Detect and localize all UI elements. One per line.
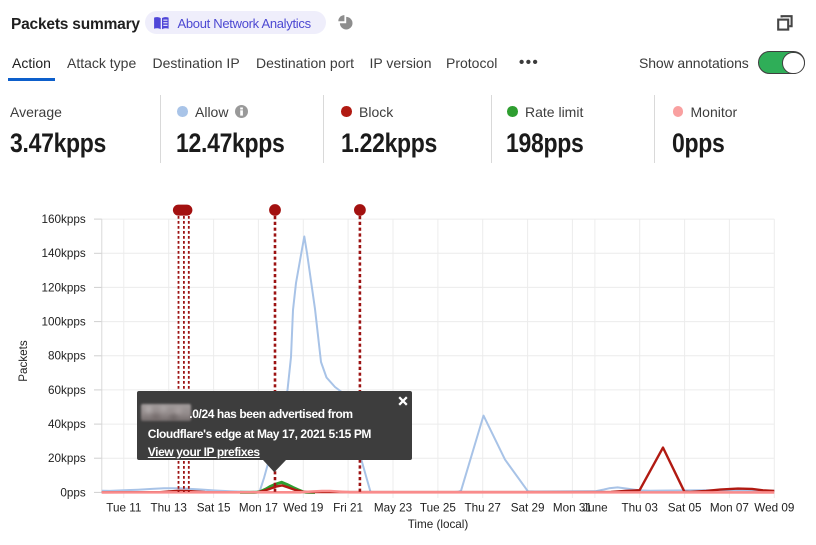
svg-text:Packets: Packets: [17, 340, 30, 382]
svg-text:Sat 29: Sat 29: [511, 502, 545, 515]
svg-text:Mon 17: Mon 17: [239, 502, 278, 515]
svg-text:0pps: 0pps: [60, 486, 86, 499]
svg-text:20kpps: 20kpps: [48, 452, 86, 465]
svg-text:Mon 31: Mon 31: [553, 502, 592, 515]
svg-text:Sat 15: Sat 15: [197, 502, 231, 515]
svg-text:June: June: [582, 502, 607, 515]
svg-text:Tue 25: Tue 25: [420, 502, 456, 515]
svg-text:May 23: May 23: [374, 502, 412, 515]
svg-text:Thu 13: Thu 13: [151, 502, 187, 515]
svg-text:120kpps: 120kpps: [41, 281, 85, 294]
svg-text:60kpps: 60kpps: [48, 384, 86, 397]
svg-text:Time (local): Time (local): [408, 518, 469, 531]
svg-text:Fri 21: Fri 21: [333, 502, 363, 515]
svg-text:Thu 03: Thu 03: [622, 502, 658, 515]
svg-text:140kpps: 140kpps: [41, 247, 85, 260]
svg-text:Wed 09: Wed 09: [754, 502, 794, 515]
svg-text:Mon 07: Mon 07: [710, 502, 749, 515]
svg-text:Sat 05: Sat 05: [668, 502, 702, 515]
svg-text:80kpps: 80kpps: [48, 350, 86, 363]
svg-text:40kpps: 40kpps: [48, 418, 86, 431]
svg-text:160kpps: 160kpps: [41, 213, 85, 226]
svg-text:Thu 27: Thu 27: [465, 502, 501, 515]
svg-text:Wed 19: Wed 19: [283, 502, 323, 515]
svg-text:Tue 11: Tue 11: [106, 502, 141, 515]
svg-text:100kpps: 100kpps: [41, 316, 85, 329]
